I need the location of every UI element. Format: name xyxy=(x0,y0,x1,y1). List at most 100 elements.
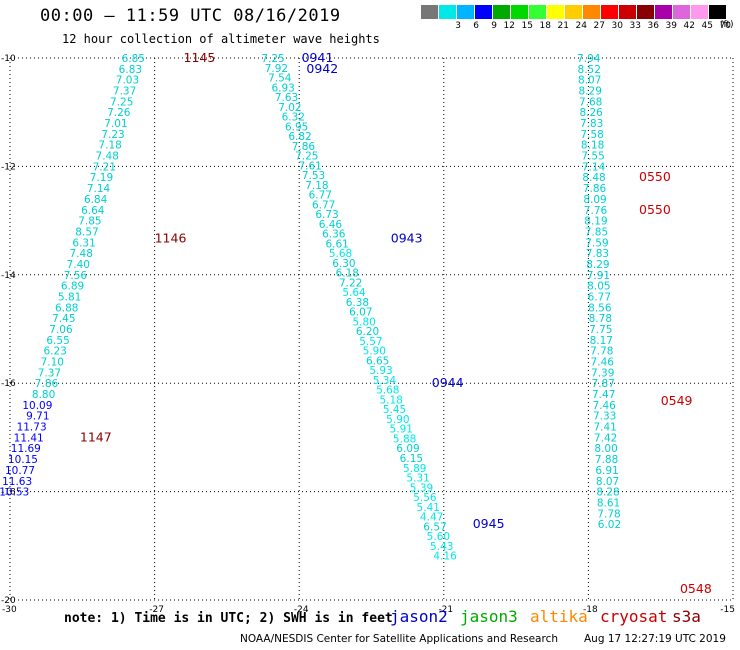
color-scale-bin: 36 xyxy=(637,5,659,31)
wave-height-value: 7.21 xyxy=(93,161,116,173)
wave-height-value: 6.82 xyxy=(288,131,311,143)
wave-height-value: 7.68 xyxy=(579,96,602,108)
wave-height-value: 7.56 xyxy=(64,270,88,282)
wave-height-value: 6.95 xyxy=(285,121,308,133)
wave-height-value: 8.26 xyxy=(579,107,603,119)
wave-height-value: 7.85 xyxy=(78,216,101,228)
color-swatch xyxy=(709,5,727,19)
wave-height-value: 10.09 xyxy=(22,400,52,412)
color-swatch xyxy=(547,5,565,19)
wave-height-value: 5.60 xyxy=(427,531,450,543)
wave-height-value: 5.93 xyxy=(369,365,392,377)
wave-height-value: 7.58 xyxy=(580,129,603,141)
wave-height-value: 7.02 xyxy=(278,102,301,114)
wave-height-value: 7.94 xyxy=(577,53,601,65)
wave-height-value: 6.64 xyxy=(81,205,105,217)
wave-height-value: 8.07 xyxy=(578,75,601,87)
time-label: 1146 xyxy=(155,230,187,245)
color-swatch xyxy=(637,5,655,19)
time-label: 1145 xyxy=(184,50,216,65)
wave-height-value: 8.05 xyxy=(587,281,610,293)
y-tick-label: -14 xyxy=(1,271,16,281)
wave-height-value: 7.22 xyxy=(339,277,362,289)
wave-height-value: 7.83 xyxy=(586,248,609,260)
chart-title: 00:00 – 11:59 UTC 08/16/2019 xyxy=(40,6,341,26)
wave-height-value: 8.57 xyxy=(75,226,98,238)
color-scale: 3 6 9 12 15 18 21 24 27 30 33 36 39 42 45 70 xyxy=(421,5,731,31)
wave-height-value: 7.45 xyxy=(52,313,75,325)
wave-height-value: 6.93 xyxy=(271,82,294,94)
color-swatch xyxy=(457,5,475,19)
wave-height-value: 5.68 xyxy=(329,248,352,260)
legend-jason3: jason3 xyxy=(460,607,518,626)
color-scale-bin: 6 xyxy=(457,5,479,31)
color-scale-label: 18 xyxy=(539,21,551,31)
wave-height-value: 5.80 xyxy=(352,316,375,328)
wave-height-value: 6.23 xyxy=(43,346,66,358)
wave-height-value: 5.39 xyxy=(410,482,433,494)
color-scale-label: 21 xyxy=(557,21,569,31)
wave-height-value: 7.23 xyxy=(101,129,124,141)
color-scale-label: 24 xyxy=(575,21,587,31)
wave-height-value: 6.55 xyxy=(46,335,69,347)
legend-jason2: jason2 xyxy=(390,607,448,626)
color-swatch xyxy=(421,5,439,19)
wave-height-value: 8.19 xyxy=(584,216,607,228)
color-scale-bin: 30 xyxy=(601,5,623,31)
color-scale-label: 27 xyxy=(593,21,605,31)
color-swatch xyxy=(529,5,547,19)
color-scale-label: 12 xyxy=(503,21,515,31)
color-scale-bin: 39 xyxy=(655,5,677,31)
legend-altika: altika xyxy=(530,607,588,626)
color-swatch xyxy=(565,5,583,19)
wave-height-value: 5.68 xyxy=(376,385,399,397)
x-tick-label: -30 xyxy=(2,605,17,615)
wave-height-value: 7.76 xyxy=(584,205,608,217)
wave-height-value: 5.45 xyxy=(383,404,406,416)
wave-height-value: 11.63 xyxy=(2,476,32,488)
wave-height-value: 8.78 xyxy=(589,313,612,325)
wave-height-value: 7.75 xyxy=(589,324,612,336)
wave-height-value: 11.69 xyxy=(11,443,41,455)
color-swatch xyxy=(673,5,691,19)
wave-height-value: 8.29 xyxy=(586,259,609,271)
y-tick-label: -20 xyxy=(1,596,16,606)
wave-height-value: 7.61 xyxy=(298,160,321,172)
x-tick-label: -24 xyxy=(294,605,309,615)
wave-height-value: 8.48 xyxy=(582,172,605,184)
color-swatch xyxy=(493,5,511,19)
wave-height-value: 8.17 xyxy=(590,335,613,347)
wave-height-value: 5.89 xyxy=(403,463,426,475)
wave-height-value: 6.89 xyxy=(61,281,84,293)
color-scale-label: 45 xyxy=(701,21,713,31)
color-scale-bin: 24 xyxy=(565,5,587,31)
wave-height-value: 6.46 xyxy=(319,219,343,231)
wave-height-value: 6.65 xyxy=(366,355,389,367)
footer-note: note: 1) Time is in UTC; 2) SWH is in fe… xyxy=(64,611,393,626)
color-scale-bin: 42 xyxy=(673,5,695,31)
wave-height-value: 7.03 xyxy=(116,75,139,87)
wave-height-value: 7.86 xyxy=(35,378,59,390)
wave-height-value: 6.83 xyxy=(119,64,142,76)
time-label: 0942 xyxy=(306,61,338,76)
time-label: 1147 xyxy=(80,429,112,444)
wave-height-value: 7.25 xyxy=(261,53,284,65)
time-label: 0548 xyxy=(680,581,712,596)
color-swatch xyxy=(583,5,601,19)
wave-height-value: 5.88 xyxy=(393,433,416,445)
color-scale-label: 36 xyxy=(647,21,659,31)
wave-height-value: 8.18 xyxy=(581,140,604,152)
wave-height-value: 7.86 xyxy=(292,141,316,153)
color-scale-bin: 18 xyxy=(529,5,551,31)
wave-height-value: 7.37 xyxy=(113,86,136,98)
data-points: 6.856.837.037.377.257.267.017.237.187.48… xyxy=(0,53,621,563)
x-tick-label: -21 xyxy=(438,605,453,615)
time-label: 0549 xyxy=(661,393,693,408)
wave-height-value: 5.56 xyxy=(413,492,437,504)
wave-height-value: 7.25 xyxy=(110,96,133,108)
wave-height-value: 6.07 xyxy=(349,307,372,319)
generation-timestamp: Aug 17 12:27:19 UTC 2019 xyxy=(584,633,726,645)
x-tick-label: -27 xyxy=(149,605,164,615)
